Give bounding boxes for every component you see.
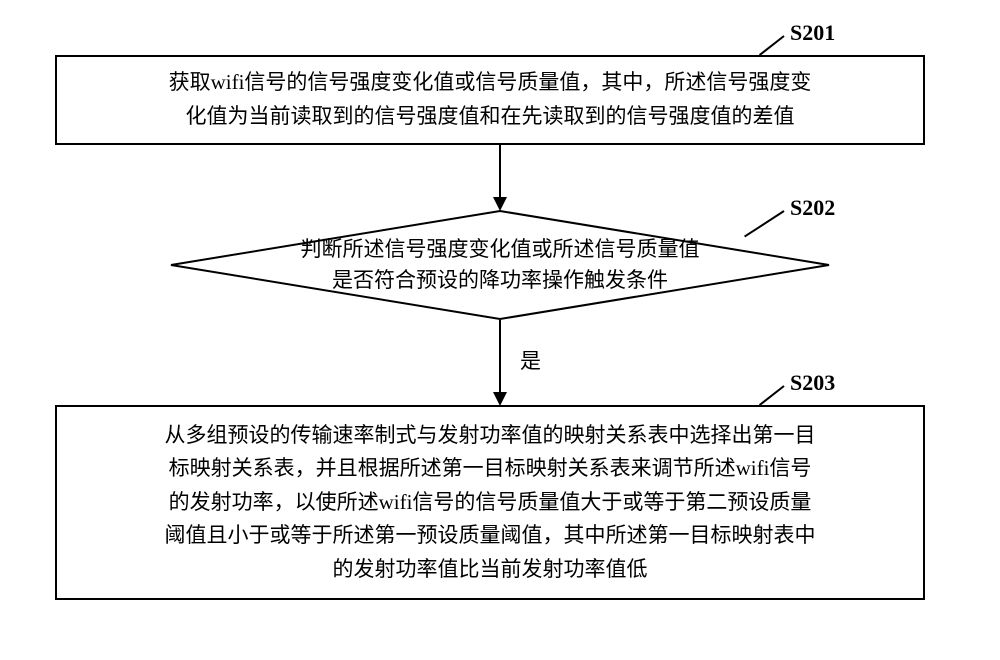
edge-e1-line (499, 145, 501, 200)
node-s203-line4: 阈值且小于或等于所述第一预设质量阈值，其中所述第一目标映射表中 (165, 523, 816, 547)
node-s203: 从多组预设的传输速率制式与发射功率值的映射关系表中选择出第一目 标映射关系表，并… (55, 405, 925, 600)
leader-s201 (759, 35, 785, 56)
node-s202: 判断所述信号强度变化值或所述信号质量值 是否符合预设的降功率操作触发条件 (170, 210, 830, 320)
step-label-s201: S201 (790, 20, 835, 46)
node-s203-line1: 从多组预设的传输速率制式与发射功率值的映射关系表中选择出第一目 (165, 423, 816, 447)
node-s201-line2: 化值为当前读取到的信号强度值和在先读取到的信号强度值的差值 (185, 104, 794, 128)
step-label-s203: S203 (790, 370, 835, 396)
node-s203-line3: 的发射功率，以使所述wifi信号的信号质量值大于或等于第二预设质量 (169, 490, 812, 514)
edge-e2-line (499, 320, 501, 395)
node-s201: 获取wifi信号的信号强度变化值或信号质量值，其中，所述信号强度变 化值为当前读… (55, 55, 925, 145)
node-s202-text: 判断所述信号强度变化值或所述信号质量值 是否符合预设的降功率操作触发条件 (170, 210, 830, 320)
node-s201-text: 获取wifi信号的信号强度变化值或信号质量值，其中，所述信号强度变 化值为当前读… (169, 66, 812, 133)
node-s202-line1: 判断所述信号强度变化值或所述信号质量值 (301, 237, 700, 261)
edge-e2-label: 是 (520, 345, 541, 375)
node-s203-line2: 标映射关系表，并且根据所述第一目标映射关系表来调节所述wifi信号 (169, 456, 812, 480)
edge-e1-head (493, 197, 507, 211)
node-s203-line5: 的发射功率值比当前发射功率值低 (333, 557, 648, 581)
node-s203-text: 从多组预设的传输速率制式与发射功率值的映射关系表中选择出第一目 标映射关系表，并… (165, 419, 816, 587)
node-s202-line2: 是否符合预设的降功率操作触发条件 (332, 268, 668, 292)
edge-e2-head (493, 392, 507, 406)
leader-s203 (759, 385, 785, 406)
node-s201-line1: 获取wifi信号的信号强度变化值或信号质量值，其中，所述信号强度变 (169, 70, 812, 94)
